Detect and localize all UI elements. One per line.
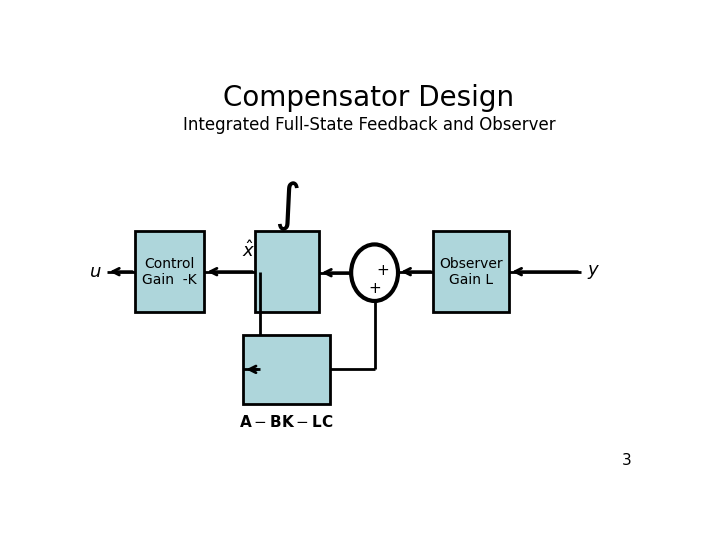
Bar	[243, 335, 330, 404]
Text: Compensator Design: Compensator Design	[223, 84, 515, 112]
Text: $\int$: $\int$	[274, 179, 300, 233]
Text: $\hat{x}$: $\hat{x}$	[243, 240, 256, 261]
Text: Control
Gain  -K: Control Gain -K	[143, 256, 197, 287]
Text: +: +	[368, 281, 381, 296]
Text: $y$: $y$	[587, 262, 600, 281]
Text: +: +	[377, 263, 389, 278]
Bar	[255, 231, 319, 312]
Bar	[135, 231, 204, 312]
Text: $u$: $u$	[89, 262, 101, 281]
Ellipse shape	[351, 245, 398, 301]
Bar	[433, 231, 508, 312]
Text: $\mathbf{A}-\mathbf{BK}-\mathbf{LC}$: $\mathbf{A}-\mathbf{BK}-\mathbf{LC}$	[240, 414, 334, 430]
Text: 3: 3	[621, 453, 631, 468]
Text: Integrated Full-State Feedback and Observer: Integrated Full-State Feedback and Obser…	[183, 116, 555, 134]
Text: Observer
Gain L: Observer Gain L	[439, 256, 503, 287]
